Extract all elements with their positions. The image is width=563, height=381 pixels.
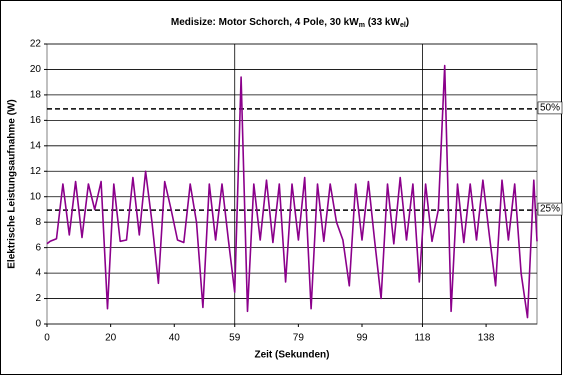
y-tick-label: 14 <box>30 140 42 151</box>
chart-title: Medisize: Motor Schorch, 4 Pole, 30 kWm … <box>171 17 409 30</box>
y-tick-label: 22 <box>30 39 42 50</box>
y-tick-label: 0 <box>35 319 41 330</box>
reference-label-box <box>537 202 563 216</box>
x-tick-label: 20 <box>105 333 117 344</box>
x-tick-label: 0 <box>44 333 50 344</box>
y-tick-label: 8 <box>35 217 41 228</box>
y-tick-label: 12 <box>30 166 42 177</box>
y-tick-label: 2 <box>35 293 41 304</box>
x-tick-label: 59 <box>229 333 241 344</box>
x-tick-label: 99 <box>356 333 368 344</box>
y-tick-label: 18 <box>30 90 42 101</box>
y-tick-label: 6 <box>35 242 41 253</box>
y-tick-label: 16 <box>30 115 42 126</box>
x-tick-label: 40 <box>169 333 181 344</box>
x-tick-label: 79 <box>293 333 305 344</box>
y-tick-label: 10 <box>30 191 42 202</box>
reference-label: 25% <box>540 204 560 215</box>
x-tick-label: 138 <box>478 333 495 344</box>
y-tick-label: 20 <box>30 64 42 75</box>
reference-label: 50% <box>540 103 560 114</box>
reference-label-box <box>537 101 563 115</box>
data-line <box>46 64 538 319</box>
y-axis-label: Elektrische Leistungsaufnahme (W) <box>7 99 18 268</box>
x-tick-label: 118 <box>414 333 430 344</box>
y-tick-label: 4 <box>35 268 41 279</box>
x-axis-label: Zeit (Sekunden) <box>254 350 329 361</box>
